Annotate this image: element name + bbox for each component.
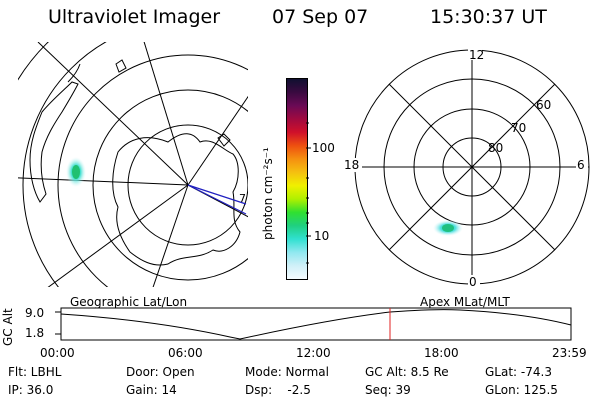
continent-outline (67, 63, 81, 83)
time-tick-1200: 12:00 (296, 346, 331, 360)
altitude-tick-max: 9.0 (25, 306, 45, 320)
meridian-label: 7 (239, 192, 246, 205)
meridian-line (47, 184, 189, 287)
meridian-line (152, 184, 189, 287)
geographic-map: 7 (18, 42, 248, 287)
ip-info: IP: 36.0 (8, 383, 54, 397)
dsp-info: Dsp: -2.5 (245, 383, 311, 397)
glon-info: GLon: 125.5 (485, 383, 558, 397)
time-tick-0000: 00:00 (40, 346, 75, 360)
mode-info: Mode: Normal (245, 365, 329, 379)
ref-line (187, 184, 247, 215)
seq-info: Seq: 39 (365, 383, 411, 397)
gain-info: Gain: 14 (126, 383, 177, 397)
altitude-axis-label: GC Alt (1, 308, 15, 346)
mlt-label-12: 12 (469, 48, 484, 62)
island-outline (217, 133, 231, 147)
gc-alt-info: GC Alt: 8.5 Re (365, 365, 449, 379)
meridian-line (143, 42, 189, 186)
lat-circle (18, 42, 49, 81)
time-tick-2359: 23:59 (552, 346, 587, 360)
mlt-label-0: 0 (469, 275, 477, 289)
time-tick-0600: 06:00 (168, 346, 203, 360)
mlt-label-6: 6 (577, 158, 585, 172)
colorbar-axis (306, 122, 311, 264)
magnetic-polar-plot: 12 18 6 0 60 70 80 (342, 48, 590, 289)
meridian-line (187, 95, 248, 186)
meridian-line (37, 42, 189, 186)
filter-info: Flt: LBHL (8, 365, 62, 379)
colorbar (286, 78, 308, 280)
mlt-line (388, 83, 556, 251)
mlat-label-70: 70 (511, 121, 526, 135)
ref-line (187, 184, 247, 205)
continent-outline (29, 81, 79, 203)
mlt-label-18: 18 (344, 158, 359, 172)
mlat-label-80: 80 (488, 141, 503, 155)
colorbar-unit-label: photon cm⁻²s⁻¹ (261, 147, 275, 240)
altitude-plot (55, 307, 572, 341)
antarctica-coastline (112, 133, 241, 266)
altitude-curve (60, 309, 572, 340)
meridian-line (18, 177, 189, 186)
island-outline (115, 59, 127, 73)
geographic-panel-label: Geographic Lat/Lon (70, 295, 188, 309)
door-info: Door: Open (126, 365, 195, 379)
aurora-emission-core (72, 165, 80, 179)
aurora-emission-core (442, 224, 454, 232)
instrument-title: Ultraviolet Imager (48, 6, 221, 28)
time-tick-1800: 18:00 (424, 346, 459, 360)
lat-circle (127, 124, 248, 246)
time-label: 15:30:37 UT (430, 6, 547, 28)
date-label: 07 Sep 07 (272, 6, 369, 28)
altitude-plot-frame (60, 307, 572, 341)
magnetic-panel-label: Apex MLat/MLT (420, 295, 510, 309)
colorbar-tick-10: 10 (314, 229, 330, 243)
glat-info: GLat: -74.3 (485, 365, 552, 379)
lat-circle (92, 89, 248, 281)
colorbar-tick-100: 100 (312, 141, 335, 155)
mlat-label-60: 60 (536, 98, 551, 112)
lat-circle (57, 54, 248, 287)
altitude-tick-min: 1.8 (25, 326, 45, 340)
lat-circle (22, 42, 107, 287)
